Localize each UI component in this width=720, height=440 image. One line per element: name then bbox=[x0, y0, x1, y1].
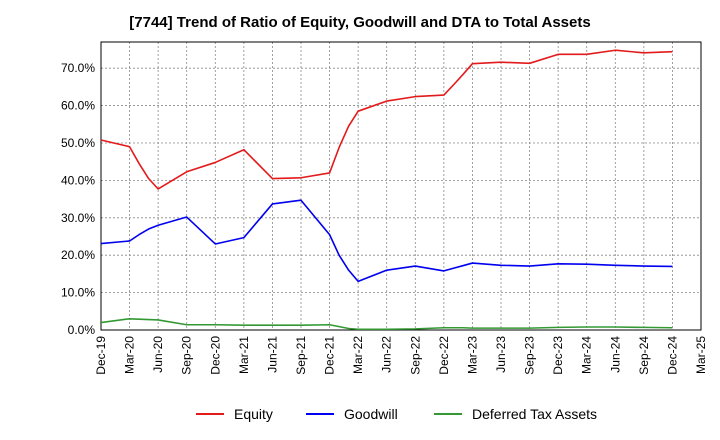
x-tick-label: Dec-19 bbox=[94, 336, 108, 375]
plot-area-border bbox=[100, 41, 702, 331]
x-tick-label: Mar-21 bbox=[237, 336, 251, 374]
x-tick-label: Sep-21 bbox=[294, 336, 308, 375]
legend-label: Goodwill bbox=[344, 406, 398, 422]
x-tick-label: Mar-24 bbox=[580, 336, 594, 374]
x-tick-label: Dec-22 bbox=[437, 336, 451, 375]
x-tick-label: Dec-20 bbox=[208, 336, 222, 375]
y-tick-label: 60.0% bbox=[61, 99, 95, 113]
x-tick-label: Jun-24 bbox=[608, 336, 622, 373]
x-tick-label: Jun-22 bbox=[380, 336, 394, 373]
series-line-goodwill bbox=[100, 199, 673, 283]
x-tick-label: Mar-25 bbox=[694, 336, 708, 374]
legend-label: Deferred Tax Assets bbox=[472, 406, 597, 422]
x-tick-label: Sep-24 bbox=[637, 336, 651, 375]
series-line-deferred-tax-assets bbox=[100, 317, 673, 331]
x-tick-label: Sep-23 bbox=[523, 336, 537, 375]
y-tick-label: 0.0% bbox=[68, 323, 96, 337]
y-tick-label: 10.0% bbox=[61, 286, 95, 300]
y-tick-label: 40.0% bbox=[61, 173, 95, 187]
x-tick-label: Jun-21 bbox=[265, 336, 279, 373]
x-tick-label: Sep-22 bbox=[408, 336, 422, 375]
x-tick-label: Sep-20 bbox=[180, 336, 194, 375]
legend-label: Equity bbox=[234, 406, 273, 422]
x-tick-label: Dec-21 bbox=[323, 336, 337, 375]
y-tick-label: 70.0% bbox=[61, 61, 95, 75]
x-tick-label: Dec-23 bbox=[551, 336, 565, 375]
y-tick-label: 50.0% bbox=[61, 136, 95, 150]
series-line-equity bbox=[100, 49, 673, 190]
x-tick-label: Dec-24 bbox=[665, 336, 679, 375]
x-tick-label: Mar-20 bbox=[123, 336, 137, 374]
y-tick-label: 20.0% bbox=[61, 248, 95, 262]
x-tick-label: Jun-20 bbox=[151, 336, 165, 373]
x-tick-label: Jun-23 bbox=[494, 336, 508, 373]
y-tick-label: 30.0% bbox=[61, 211, 95, 225]
x-tick-label: Mar-23 bbox=[465, 336, 479, 374]
x-tick-label: Mar-22 bbox=[351, 336, 365, 374]
chart-title: [7744] Trend of Ratio of Equity, Goodwil… bbox=[129, 14, 591, 31]
